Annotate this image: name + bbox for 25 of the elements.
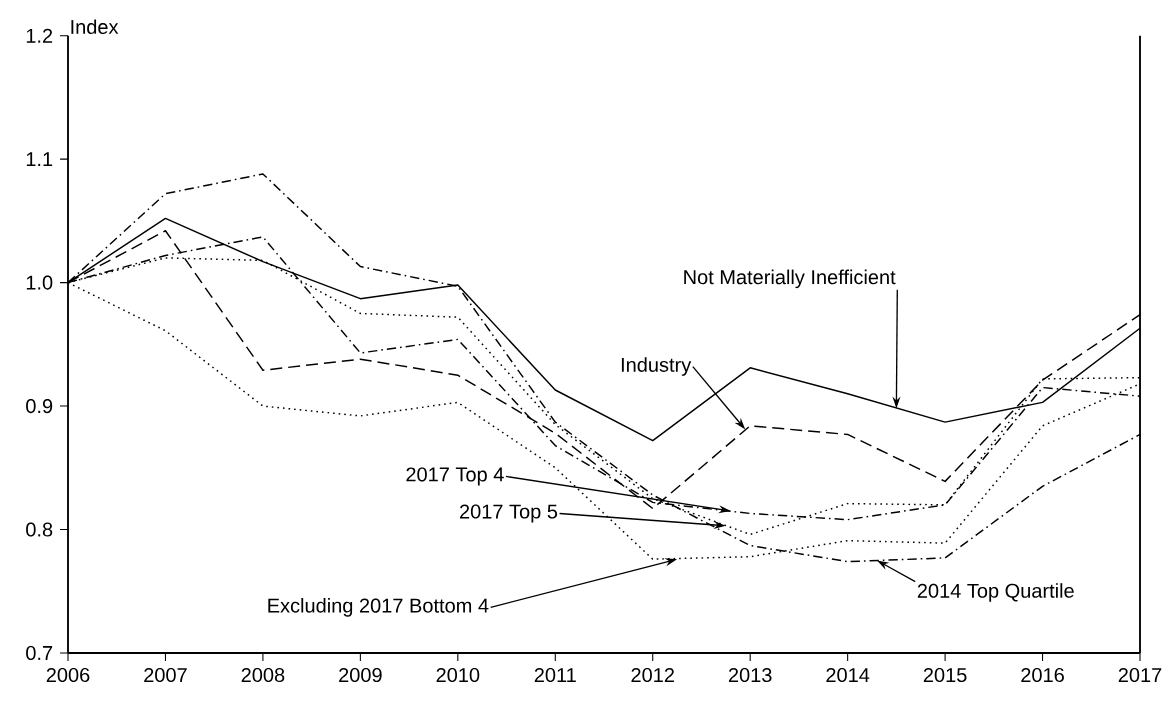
y-tick-label: 0.8 <box>26 522 53 537</box>
x-tick-label: 2014 <box>826 667 870 683</box>
x-tick-label: 2016 <box>1021 667 1064 683</box>
annotation: Not Materially Inefficient <box>684 269 896 289</box>
x-tick-label: 2010 <box>436 667 480 683</box>
y-tick-label: 1.2 <box>26 28 53 43</box>
x-tick-label: 2009 <box>339 667 382 683</box>
y-tick-label: 0.9 <box>26 398 53 414</box>
y-axis-title: Index <box>71 19 119 35</box>
x-tick-label: 2017 <box>1118 667 1162 683</box>
annotation: 2014 Top Quartile <box>917 583 1074 602</box>
x-tick-label: 2006 <box>46 667 90 683</box>
annotation: 2017 Top 5 <box>460 504 558 523</box>
y-tick-label: 0.7 <box>26 645 53 661</box>
x-tick-label: 2011 <box>534 667 576 683</box>
annotation: 2017 Top 4 <box>406 467 504 486</box>
x-tick-label: 2008 <box>241 667 285 683</box>
annotation: Excluding 2017 Bottom 4 <box>268 598 489 617</box>
annotation: Industry <box>621 357 692 376</box>
x-tick-label: 2015 <box>923 667 967 683</box>
x-tick-label: 2007 <box>144 667 187 683</box>
x-tick-label: 2012 <box>631 667 674 683</box>
y-tick-label: 1.0 <box>26 275 53 290</box>
y-tick-label: 1.1 <box>26 152 53 167</box>
x-tick-label: 2013 <box>728 667 772 683</box>
